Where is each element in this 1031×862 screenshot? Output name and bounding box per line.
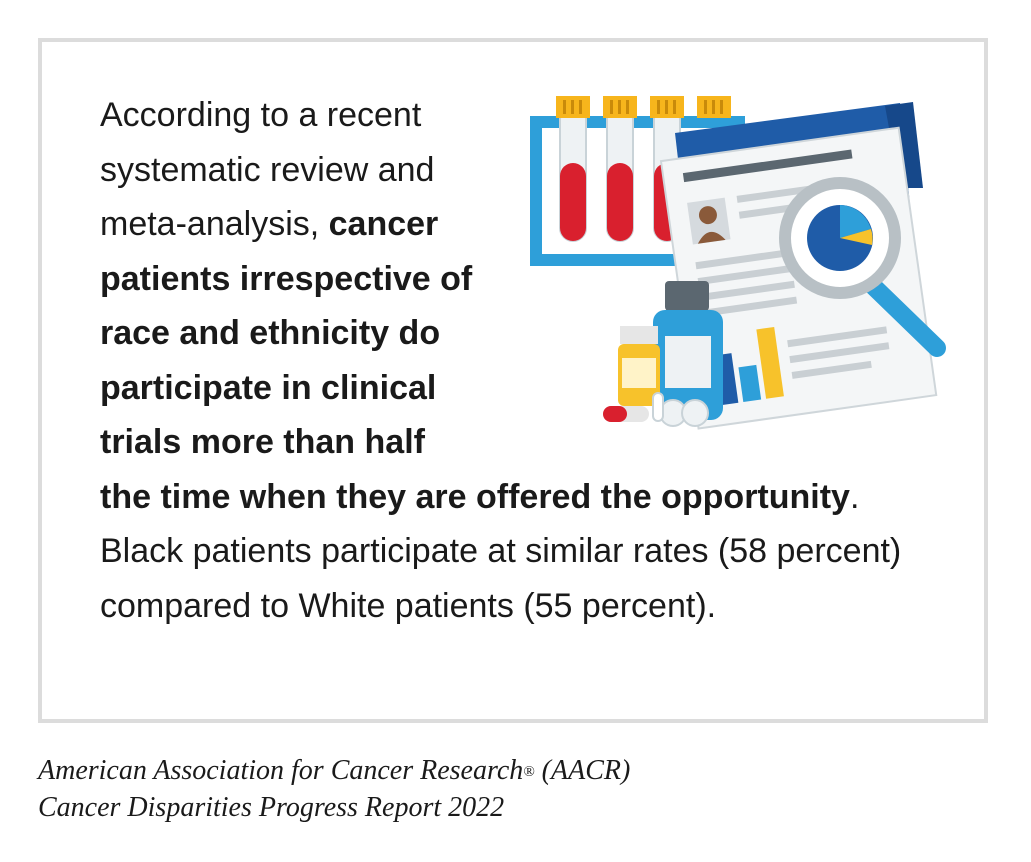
medicine-bottle-icon: [618, 281, 723, 420]
body-text: According to a recent systematic review …: [100, 88, 930, 633]
pills-icon: [603, 392, 709, 427]
magnifying-glass-icon: [779, 177, 946, 357]
body-rest: . Black patients participate at similar …: [100, 477, 902, 625]
citation-line-2: Cancer Disparities Progress Report 2022: [38, 792, 505, 823]
body-intro: According to a recent systematic review …: [100, 96, 435, 243]
body-emphasis: cancer patients irrespective of race and…: [100, 205, 850, 516]
clinical-research-illustration: [530, 96, 946, 430]
citation-line-1: American Association for Cancer Research…: [38, 755, 631, 786]
citation: American Association for Cancer Research…: [38, 752, 630, 826]
